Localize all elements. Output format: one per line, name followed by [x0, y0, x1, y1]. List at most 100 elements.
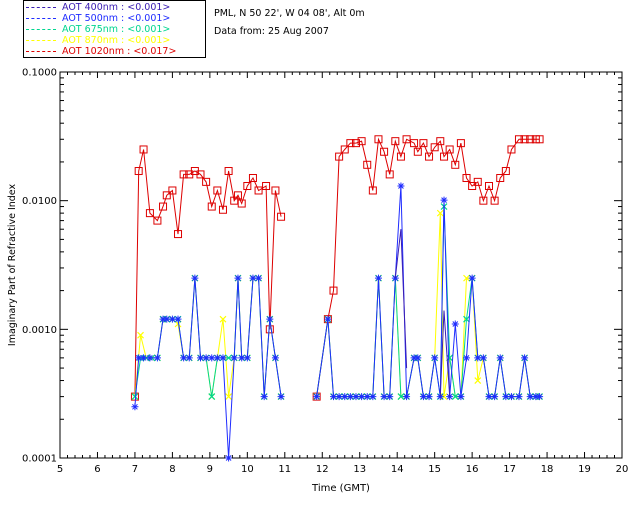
axis-ticks [59, 71, 623, 459]
x-tick-label: 5 [57, 464, 63, 475]
data-point-star [146, 354, 154, 362]
data-point-square [243, 182, 252, 191]
data-point-star [243, 354, 251, 362]
data-point-cross [436, 209, 444, 217]
data-point-cross [225, 354, 233, 362]
data-point-cross [131, 393, 139, 401]
series-line [316, 206, 540, 398]
data-point-cross [174, 320, 182, 328]
data-point-star [238, 354, 246, 362]
legend-label: AOT 1020nm : <0.017> [62, 46, 177, 57]
data-point-star [153, 354, 161, 362]
data-point-star [369, 393, 377, 401]
legend-swatch [26, 51, 56, 52]
y-tick-label: 0.0010 [22, 325, 57, 336]
data-point-square [374, 135, 383, 144]
data-point-star [386, 393, 394, 401]
legend-swatch [26, 40, 56, 41]
legend-label: AOT 500nm : <0.001> [62, 13, 171, 24]
data-point-star [135, 354, 143, 362]
data-point-square [351, 139, 360, 148]
data-point-square [139, 145, 148, 154]
data-point-star [474, 354, 482, 362]
data-point-square [162, 191, 171, 200]
data-point-square [202, 177, 211, 186]
data-point-star [485, 393, 493, 401]
data-point-star [521, 354, 529, 362]
x-tick-label: 18 [541, 464, 554, 475]
data-point-square [174, 230, 183, 239]
x-tick-label: 6 [94, 464, 100, 475]
data-point-star [507, 393, 515, 401]
data-point-star [425, 393, 433, 401]
x-tick-label: 12 [316, 464, 329, 475]
data-point-square [396, 152, 405, 161]
y-axis-label: Imaginary Part of Refractive Index [7, 184, 18, 347]
data-point-star [374, 274, 382, 282]
data-point-star [502, 393, 510, 401]
x-axis-label: Time (GMT) [311, 483, 370, 494]
data-point-square [514, 135, 523, 144]
data-point-square [436, 137, 445, 146]
data-point-star [234, 274, 242, 282]
data-point-star [532, 393, 540, 401]
data-point-square [430, 143, 439, 152]
data-point-square [153, 216, 162, 225]
date-info: Data from: 25 Aug 2007 [214, 26, 329, 37]
series-line [316, 213, 540, 398]
data-point-cross [451, 393, 459, 401]
data-point-cross [219, 315, 227, 323]
data-point-square [419, 139, 428, 148]
data-point-star [225, 454, 233, 462]
data-point-star [131, 403, 139, 411]
data-point-square [213, 186, 222, 195]
data-point-star [230, 354, 238, 362]
data-point-cross [225, 393, 233, 401]
series-line [394, 229, 408, 369]
y-tick-labels: 0.0001 0.0010 0.0100 0.1000 [22, 68, 57, 465]
data-point-square [224, 167, 233, 176]
data-point-star [330, 393, 338, 401]
data-point-star [249, 274, 257, 282]
data-point-star [463, 354, 471, 362]
data-point-star [414, 354, 422, 362]
data-point-star [163, 315, 171, 323]
data-point-square [335, 152, 344, 161]
data-point-star [536, 393, 544, 401]
data-point-square [391, 137, 400, 146]
x-tick-label: 7 [132, 464, 138, 475]
legend-item-1020nm: AOT 1020nm : <0.017> [26, 46, 176, 57]
data-point-square [168, 186, 177, 195]
data-point-star [468, 274, 476, 282]
y-tick-label: 0.0100 [22, 196, 57, 207]
data-point-square [413, 147, 422, 156]
data-point-star [410, 354, 418, 362]
data-point-star [352, 393, 360, 401]
legend-item-870nm: AOT 870nm : <0.001> [26, 35, 170, 46]
data-point-square [134, 167, 143, 176]
data-point-star [403, 393, 411, 401]
series-line [439, 310, 451, 397]
data-point-cross [474, 377, 482, 384]
data-point-square [218, 205, 227, 214]
data-point-square [179, 170, 188, 179]
series-line [134, 149, 282, 397]
data-point-star [197, 354, 204, 362]
data-point-star [446, 393, 454, 401]
series-aot-870nm [131, 209, 543, 401]
legend: AOT 400nm : <0.001> AOT 500nm : <0.001> … [23, 0, 206, 58]
data-point-cross [397, 393, 405, 401]
data-point-square [254, 186, 263, 195]
data-point-square [526, 135, 535, 144]
data-point-square [262, 182, 271, 191]
data-point-square [496, 174, 505, 183]
data-point-square [535, 135, 544, 144]
data-point-square [237, 199, 246, 208]
data-point-square [207, 202, 216, 211]
data-point-star [457, 393, 465, 401]
legend-swatch [26, 29, 56, 30]
data-point-square [456, 139, 465, 148]
x-tick-label: 11 [278, 464, 291, 475]
data-point-star [380, 393, 388, 401]
